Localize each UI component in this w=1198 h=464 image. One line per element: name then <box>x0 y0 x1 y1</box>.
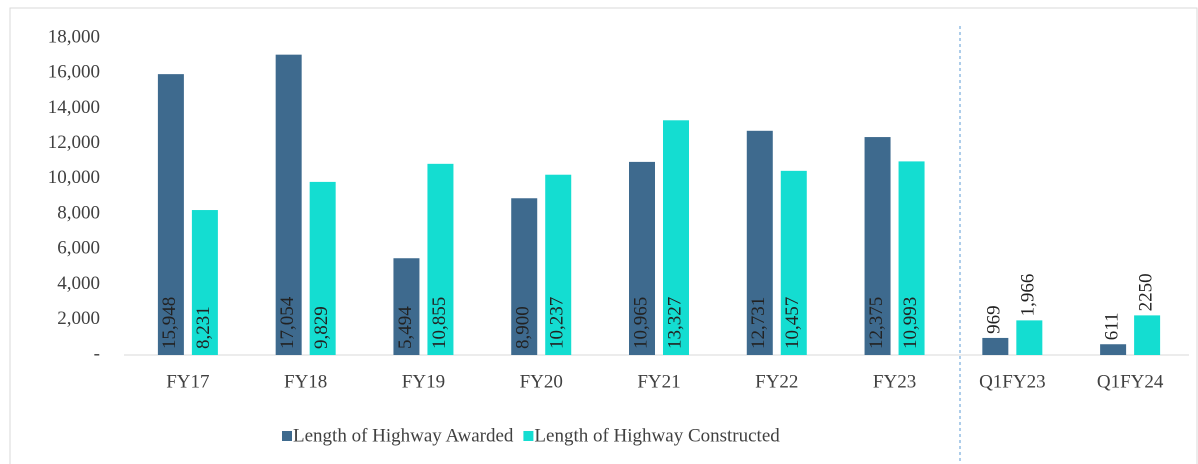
y-tick-label: 10,000 <box>48 167 100 188</box>
x-tick-label: Q1FY24 <box>1097 371 1164 392</box>
bar <box>1016 320 1043 355</box>
bar <box>157 74 184 355</box>
value-label: 10,237 <box>547 297 568 349</box>
bar <box>663 120 689 355</box>
value-label: 5,494 <box>395 306 416 349</box>
value-label: 13,327 <box>664 297 685 349</box>
y-tick-label: - <box>94 343 100 364</box>
legend-label: Length of Highway Awarded <box>293 425 514 446</box>
legend-swatch <box>282 431 292 441</box>
bar <box>275 54 302 356</box>
bar <box>1134 315 1161 355</box>
x-tick-label: FY17 <box>166 371 209 392</box>
bar <box>393 258 420 355</box>
legend-swatch <box>523 431 534 441</box>
value-label: 2250 <box>1135 273 1156 311</box>
value-label: 8,231 <box>193 306 214 349</box>
y-tick-label: 14,000 <box>48 97 100 118</box>
bar <box>511 198 538 355</box>
chart-border <box>9 7 1198 464</box>
y-tick-label: 8,000 <box>57 202 100 223</box>
bar <box>982 337 1009 355</box>
y-tick-label: 2,000 <box>57 308 100 329</box>
x-tick-label: Q1FY23 <box>979 371 1046 392</box>
value-label: 12,731 <box>748 297 769 349</box>
value-label: 15,948 <box>159 297 180 349</box>
y-tick-label: 18,000 <box>48 26 100 47</box>
value-label: 12,375 <box>866 297 887 349</box>
x-tick-label: FY19 <box>402 371 445 392</box>
bar <box>629 161 655 355</box>
value-label: 10,993 <box>900 297 921 349</box>
x-tick-label: FY21 <box>637 371 680 392</box>
bar <box>1100 344 1127 355</box>
y-tick-label: 12,000 <box>48 132 100 153</box>
value-label: 9,829 <box>311 306 332 349</box>
legend-label: Length of Highway Constructed <box>534 425 780 446</box>
x-tick-label: FY18 <box>284 371 327 392</box>
value-label: 611 <box>1101 312 1122 340</box>
bar <box>746 130 773 355</box>
value-label: 1,966 <box>1018 274 1039 317</box>
bar <box>864 137 891 355</box>
bar <box>780 170 807 355</box>
value-label: 17,054 <box>277 296 298 349</box>
value-label: 10,457 <box>782 297 803 349</box>
bar <box>898 161 925 355</box>
bar <box>427 163 454 355</box>
value-label: 969 <box>984 305 1005 334</box>
bar <box>545 174 572 355</box>
value-label: 10,855 <box>429 297 450 349</box>
value-label: 8,900 <box>513 306 534 349</box>
y-tick-label: 16,000 <box>48 62 100 83</box>
y-tick-label: 4,000 <box>57 273 100 294</box>
bar <box>309 181 336 355</box>
y-tick-label: 6,000 <box>57 238 100 259</box>
value-label: 10,965 <box>630 297 651 349</box>
x-tick-label: FY22 <box>755 371 798 392</box>
bar <box>191 210 218 355</box>
x-tick-label: FY23 <box>873 371 916 392</box>
x-tick-label: FY20 <box>520 371 563 392</box>
